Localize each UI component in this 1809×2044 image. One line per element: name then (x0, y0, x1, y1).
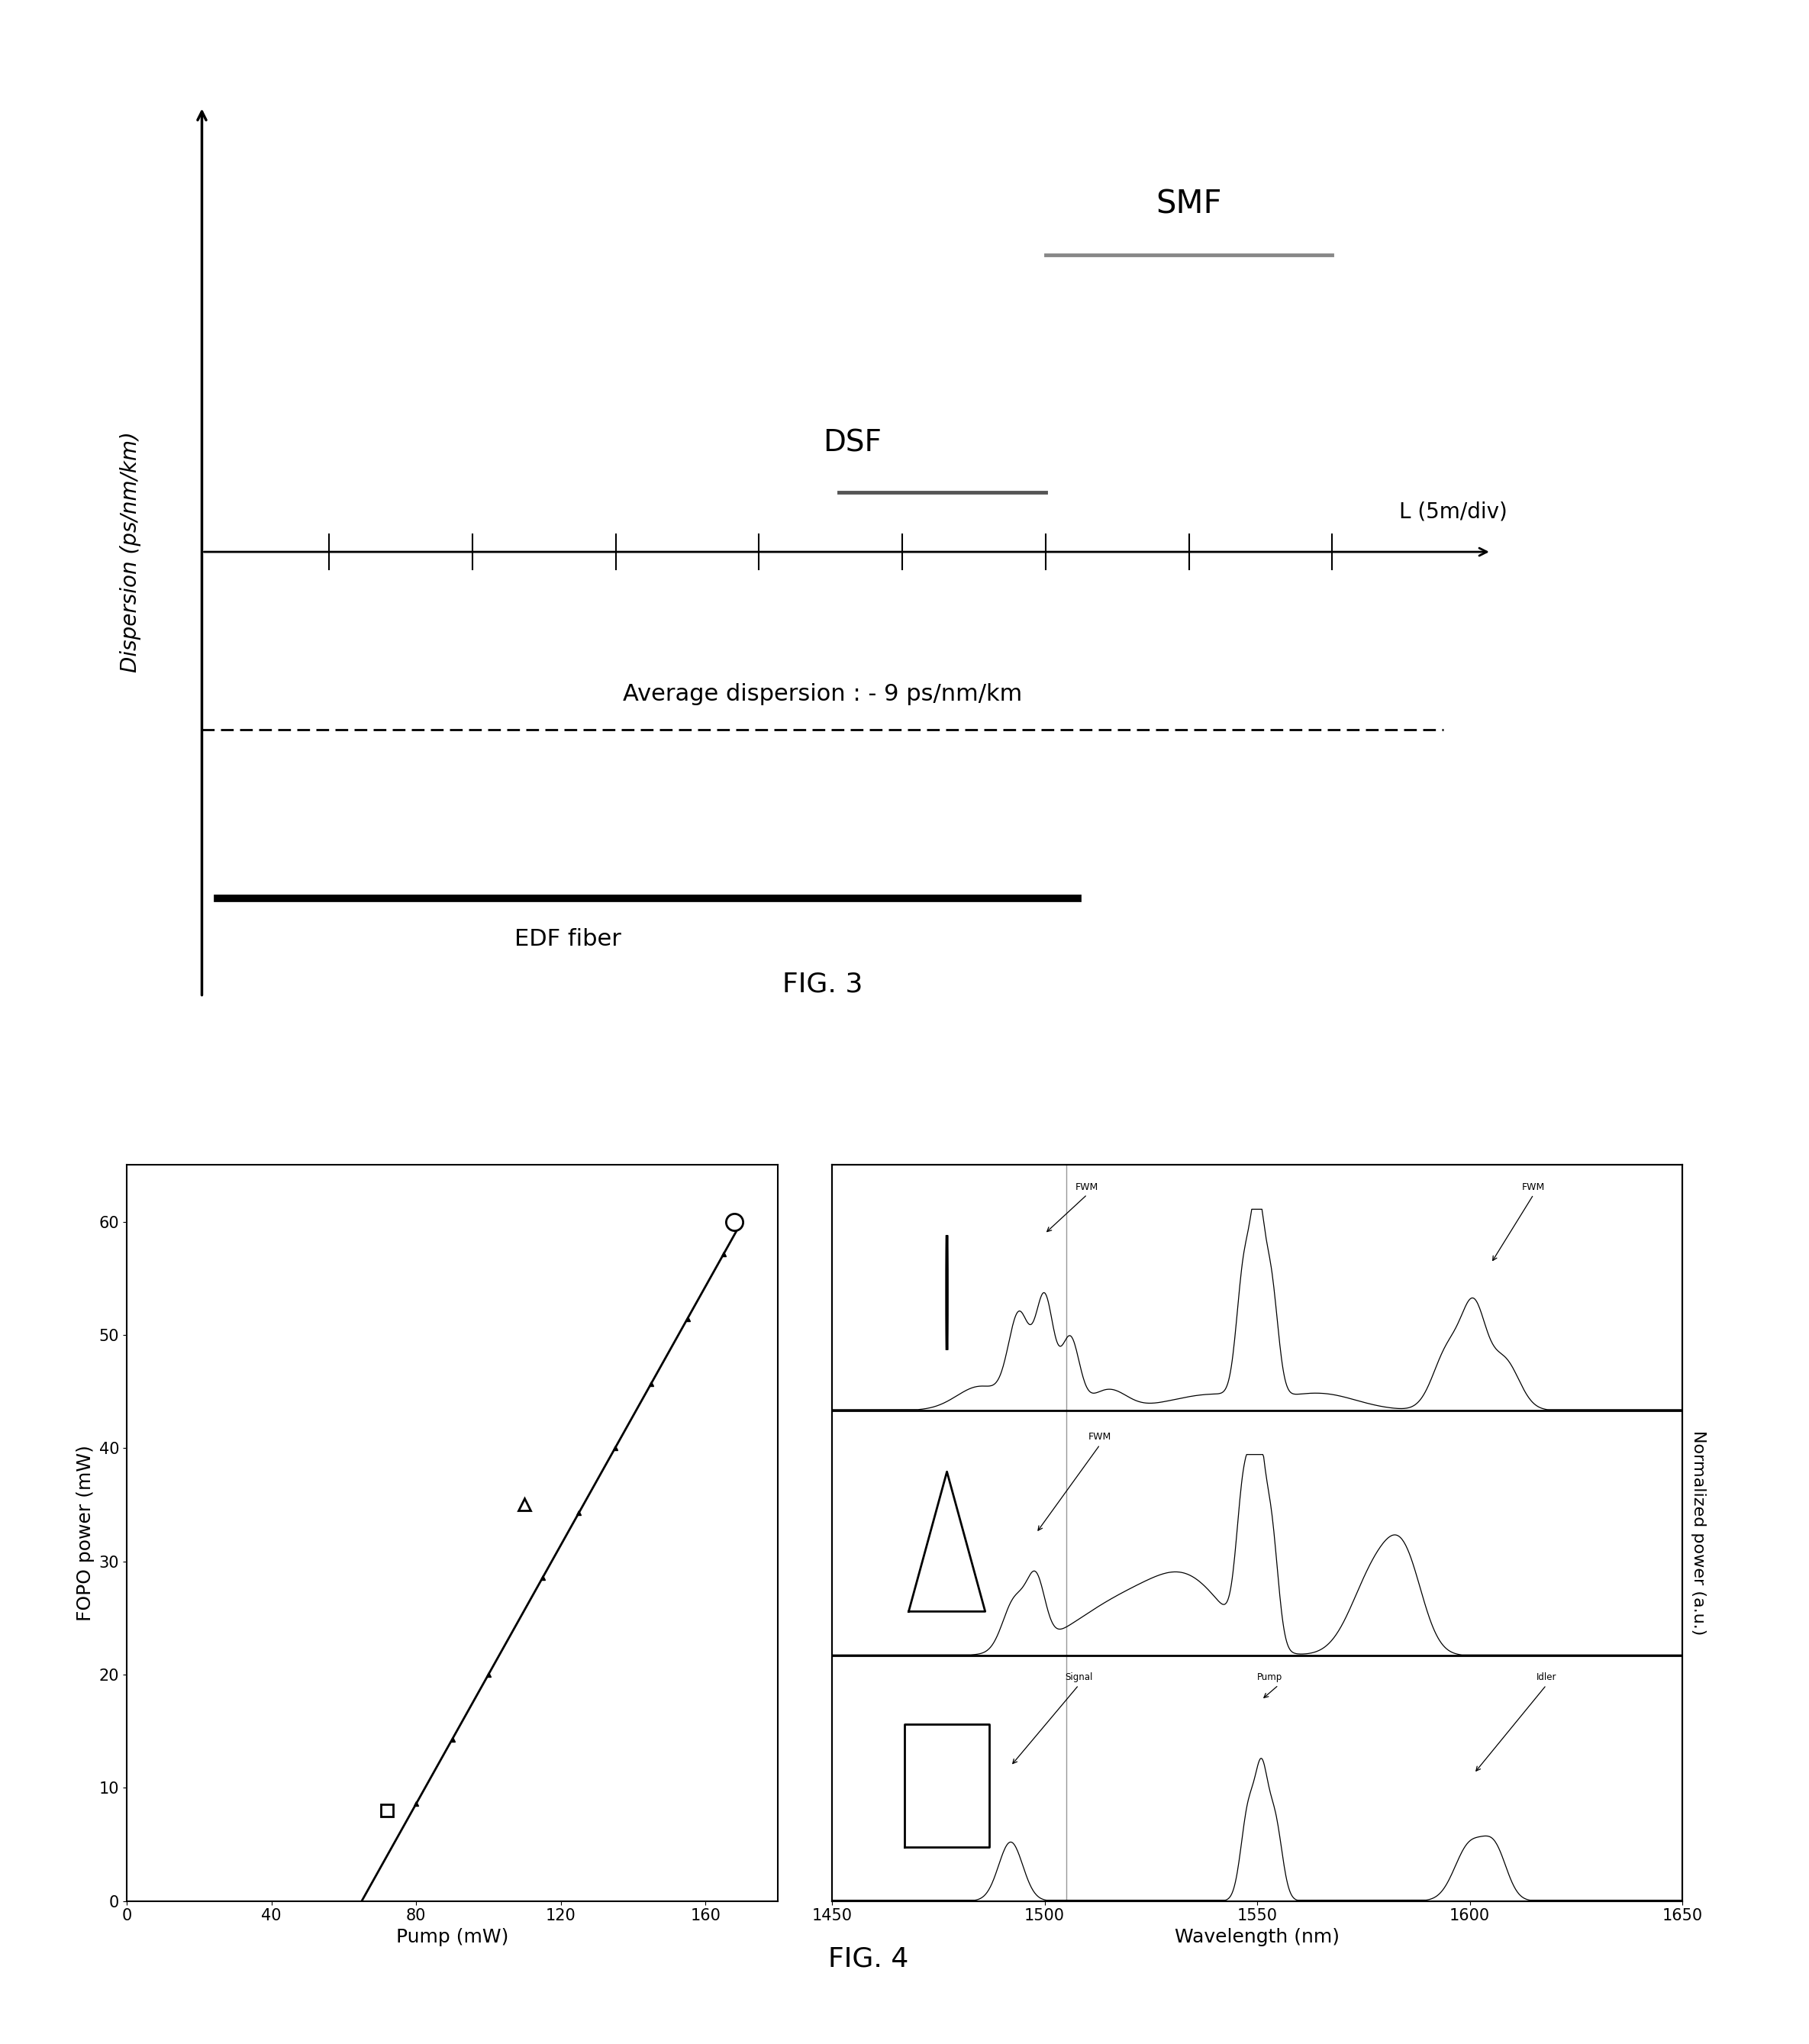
Text: FWM: FWM (1076, 1181, 1098, 1192)
Text: FIG. 3: FIG. 3 (783, 971, 863, 997)
Text: FWM: FWM (1521, 1181, 1545, 1192)
Text: Average dispersion : - 9 ps/nm/km: Average dispersion : - 9 ps/nm/km (622, 683, 1022, 705)
Text: FIG. 4: FIG. 4 (829, 1946, 908, 1972)
Text: Pump: Pump (1257, 1672, 1283, 1682)
Text: DSF: DSF (823, 429, 881, 458)
X-axis label: Wavelength (nm): Wavelength (nm) (1174, 1927, 1340, 1946)
Text: EDF fiber: EDF fiber (514, 928, 622, 950)
Y-axis label: Normalized power (a.u.): Normalized power (a.u.) (1690, 1431, 1706, 1635)
Text: Signal: Signal (1066, 1672, 1093, 1682)
Y-axis label: FOPO power (mW): FOPO power (mW) (76, 1445, 94, 1621)
Text: Idler: Idler (1536, 1672, 1556, 1682)
Text: FWM: FWM (1089, 1433, 1111, 1443)
X-axis label: Pump (mW): Pump (mW) (396, 1927, 508, 1946)
Text: L (5m/div): L (5m/div) (1398, 501, 1507, 521)
Text: Dispersion (ps/nm/km): Dispersion (ps/nm/km) (119, 431, 141, 672)
Text: SMF: SMF (1156, 188, 1221, 221)
